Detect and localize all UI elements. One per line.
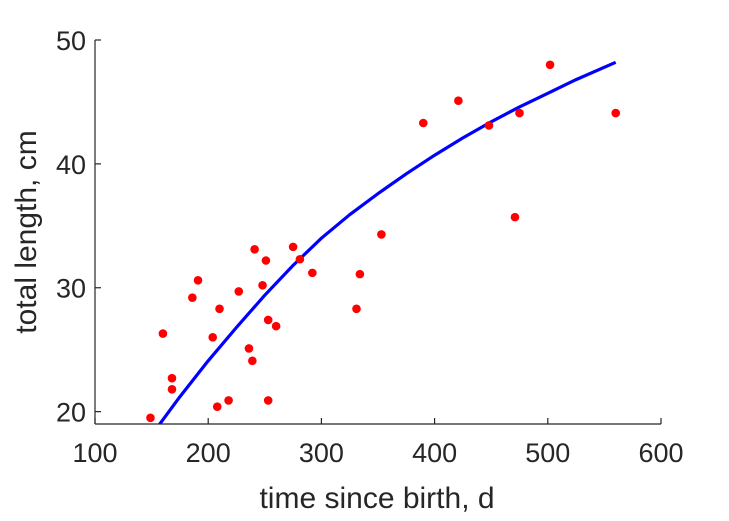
data-point — [261, 256, 271, 265]
y-axis-ticks: 20 30 40 50 — [56, 26, 101, 428]
data-point — [352, 304, 361, 314]
fit-curve — [157, 60, 617, 424]
x-tick-label: 300 — [299, 438, 344, 468]
data-point — [288, 242, 298, 252]
data-point — [250, 245, 259, 254]
data-point — [167, 385, 177, 394]
data-point — [244, 344, 254, 353]
data-point — [208, 332, 218, 342]
data-point — [454, 96, 463, 105]
y-tick-label: 20 — [56, 398, 86, 428]
x-axis-ticks: 100 200 300 400 500 600 — [72, 418, 684, 468]
data-point — [263, 396, 273, 405]
data-point — [377, 230, 386, 239]
x-tick-label: 400 — [412, 438, 457, 468]
data-point — [193, 276, 203, 285]
data-point — [234, 287, 244, 296]
data-point — [258, 280, 267, 290]
y-axis-label: total length, cm — [10, 130, 43, 333]
data-point — [515, 108, 524, 118]
x-axis-label: time since birth, d — [259, 482, 494, 515]
data-point — [308, 268, 317, 278]
data-point — [167, 373, 177, 383]
data-point — [248, 356, 257, 366]
data-points — [146, 60, 621, 423]
data-point — [224, 396, 233, 405]
y-tick-label: 40 — [56, 150, 86, 180]
data-point — [188, 293, 197, 302]
axes — [94, 40, 661, 425]
data-point — [295, 254, 305, 264]
data-point — [263, 315, 273, 325]
data-point — [355, 269, 365, 279]
data-point — [611, 108, 621, 118]
data-point — [212, 402, 222, 411]
data-point — [418, 118, 428, 128]
plot-area — [157, 60, 617, 424]
data-point — [545, 60, 555, 70]
x-tick-label: 600 — [638, 438, 683, 468]
data-point — [158, 329, 168, 338]
x-tick-label: 500 — [525, 438, 570, 468]
x-tick-label: 200 — [186, 438, 231, 468]
data-point — [146, 413, 155, 423]
y-tick-label: 50 — [56, 26, 86, 56]
data-point — [271, 321, 281, 331]
y-tick-label: 30 — [56, 274, 86, 304]
data-point — [215, 304, 224, 314]
data-point — [484, 121, 494, 130]
data-point — [510, 212, 520, 222]
x-tick-label: 100 — [72, 438, 117, 468]
